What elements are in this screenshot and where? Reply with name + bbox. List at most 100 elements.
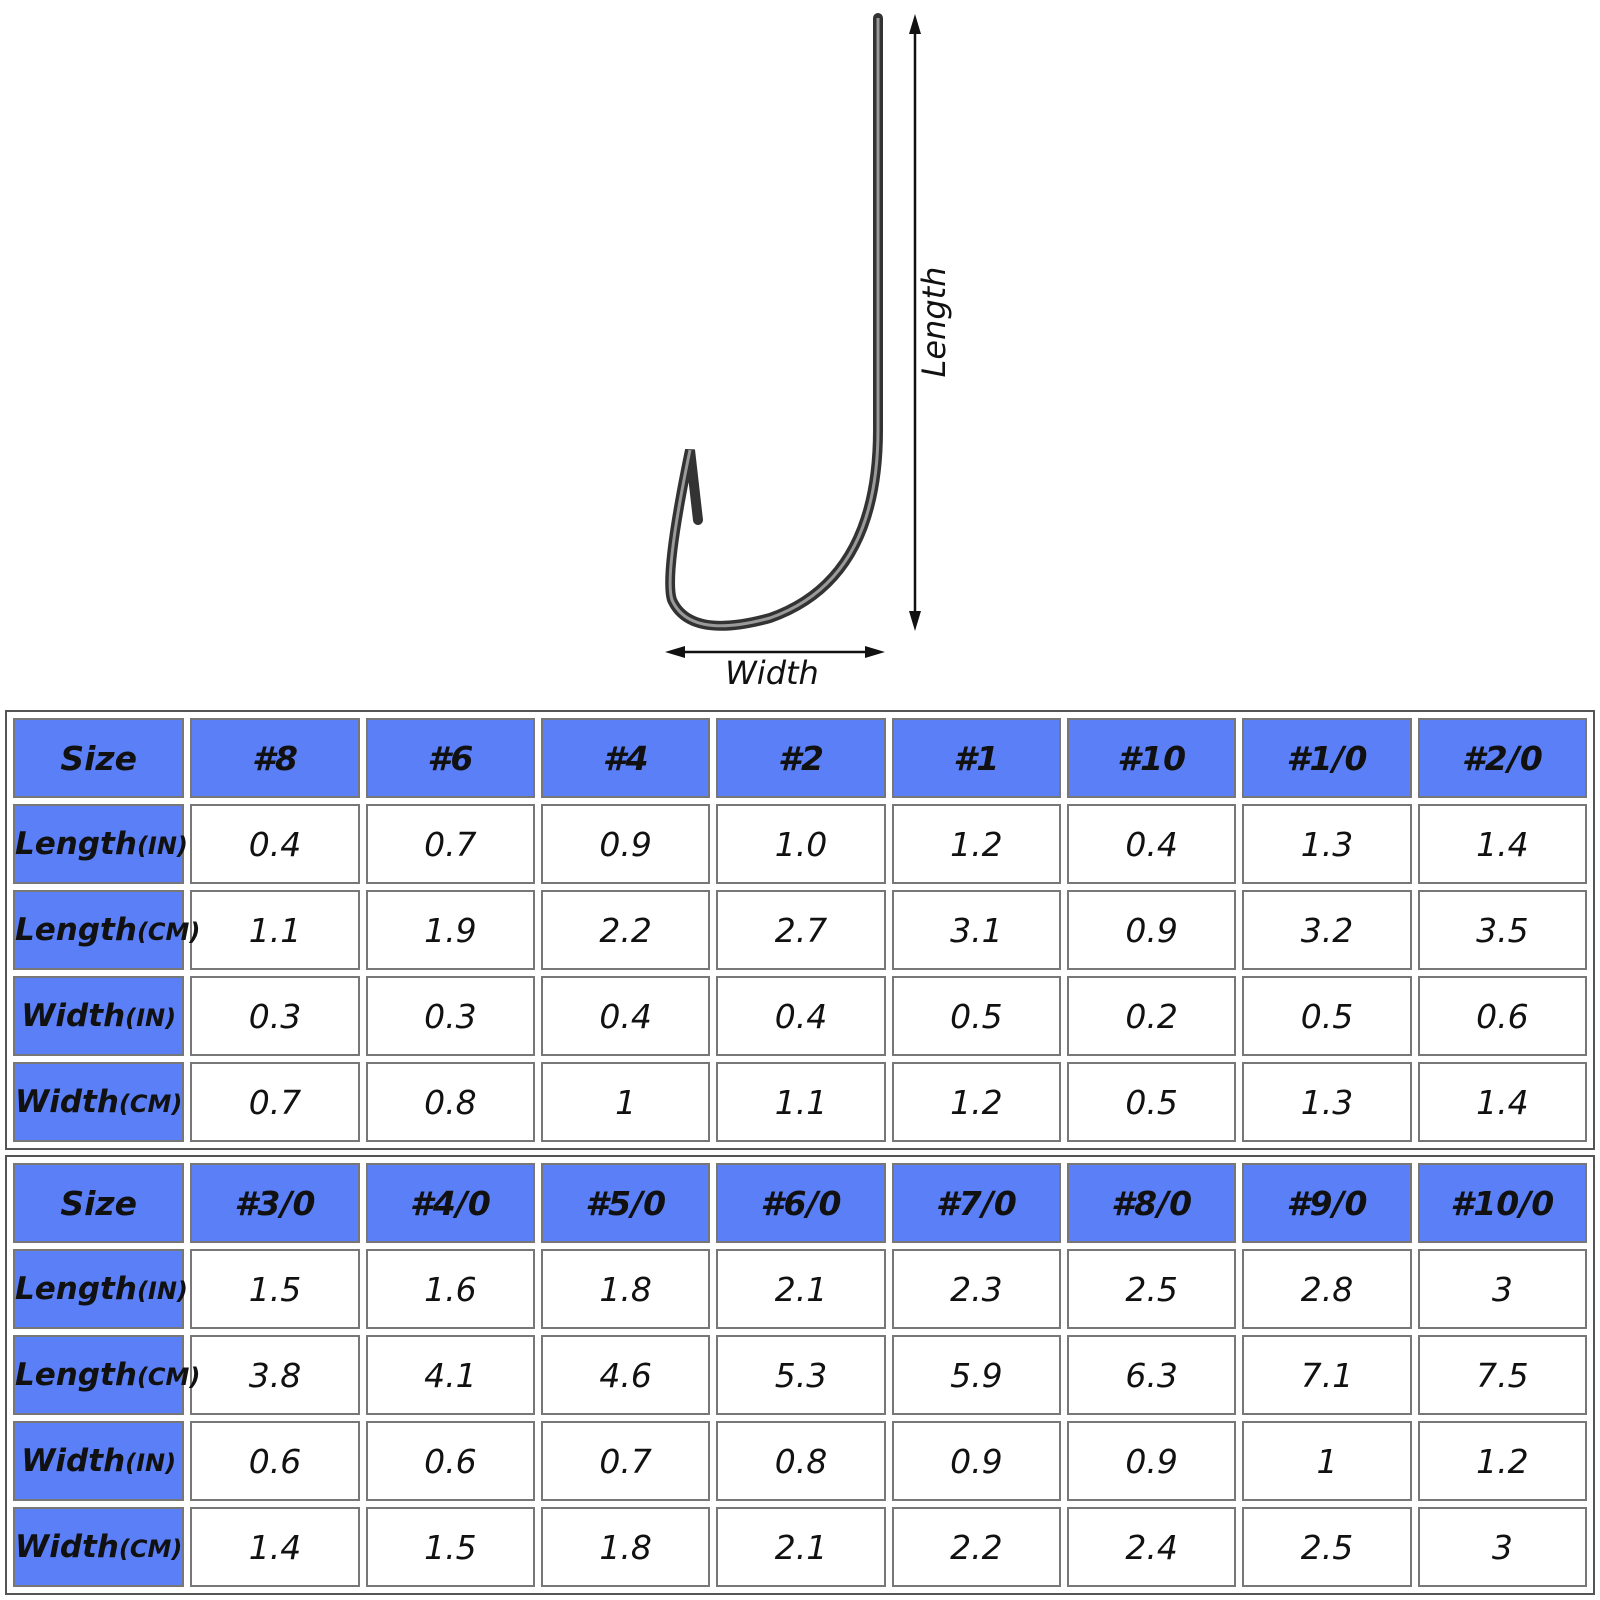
row-label-unit: (CM) bbox=[136, 1363, 201, 1391]
size-header: #2 bbox=[716, 718, 886, 798]
size-header: #4 bbox=[541, 718, 711, 798]
header-label: Size bbox=[13, 718, 185, 798]
cell: 2.4 bbox=[1066, 1507, 1237, 1587]
cell: 1.2 bbox=[891, 804, 1061, 884]
cell: 1.0 bbox=[716, 804, 886, 884]
header-row: Size #3/0 #4/0 #5/0 #6/0 #7/0 #8/0 #9/0 #10/0 bbox=[13, 1163, 1587, 1243]
cell: 0.5 bbox=[1242, 976, 1412, 1056]
cell: 0.9 bbox=[891, 1421, 1061, 1501]
size-header: #3/0 bbox=[190, 1163, 360, 1243]
row-label: Length(IN) bbox=[13, 804, 188, 884]
row-label-name: Width bbox=[15, 1084, 119, 1120]
header-label: Size bbox=[13, 1163, 185, 1243]
cell: 0.4 bbox=[541, 976, 711, 1056]
row-label: Length(CM) bbox=[13, 1335, 200, 1415]
size-header: #6/0 bbox=[716, 1163, 886, 1243]
row-label: Length(CM) bbox=[13, 890, 200, 970]
size-header: #5/0 bbox=[541, 1163, 711, 1243]
cell: 0.7 bbox=[190, 1062, 360, 1142]
cell: 6.3 bbox=[1066, 1335, 1237, 1415]
data-row: Width(CM) 0.7 0.8 1 1.1 1.2 0.5 1.3 1.4 bbox=[13, 1062, 1587, 1142]
data-row: Width(IN) 0.3 0.3 0.4 0.4 0.5 0.2 0.5 0.6 bbox=[13, 976, 1587, 1056]
cell: 3.8 bbox=[190, 1335, 360, 1415]
cell: 1.5 bbox=[190, 1249, 360, 1329]
row-label-name: Length bbox=[15, 1357, 137, 1393]
row-label-unit: (IN) bbox=[136, 832, 188, 860]
cell: 0.3 bbox=[190, 976, 360, 1056]
row-label-unit: (CM) bbox=[136, 918, 201, 946]
hook-diagram: Length Width bbox=[665, 13, 953, 692]
cell: 1.3 bbox=[1242, 804, 1412, 884]
cell: 1.4 bbox=[1417, 804, 1587, 884]
size-header: #10/0 bbox=[1417, 1163, 1587, 1243]
row-label-name: Width bbox=[21, 1443, 126, 1479]
cell: 2.2 bbox=[891, 1507, 1061, 1587]
cell: 7.1 bbox=[1242, 1335, 1412, 1415]
data-row: Width(IN) 0.6 0.6 0.7 0.8 0.9 0.9 1 1.2 bbox=[13, 1421, 1587, 1501]
cell: 1.9 bbox=[365, 890, 535, 970]
cell: 3 bbox=[1417, 1507, 1587, 1587]
size-header: #10 bbox=[1066, 718, 1237, 798]
cell: 0.4 bbox=[190, 804, 360, 884]
row-label-unit: (CM) bbox=[118, 1535, 183, 1563]
row-label: Width(CM) bbox=[13, 1062, 185, 1142]
size-table: Size #8 #6 #4 #2 #1 #10 #1/0 #2/0 Length(IN) 0.4 0.… bbox=[5, 710, 1595, 1150]
cell: 0.6 bbox=[1417, 976, 1587, 1056]
row-label-name: Length bbox=[15, 826, 137, 862]
row-label-name: Length bbox=[15, 912, 137, 948]
row-label-unit: (CM) bbox=[118, 1090, 183, 1118]
cell: 0.9 bbox=[1066, 890, 1237, 970]
cell: 3.1 bbox=[891, 890, 1061, 970]
size-header: #8/0 bbox=[1066, 1163, 1237, 1243]
cell: 2.5 bbox=[1242, 1507, 1412, 1587]
cell: 2.8 bbox=[1242, 1249, 1412, 1329]
cell: 3.5 bbox=[1417, 890, 1587, 970]
row-label-unit: (IN) bbox=[136, 1277, 188, 1305]
cell: 0.4 bbox=[1066, 804, 1237, 884]
size-header: #1/0 bbox=[1242, 718, 1412, 798]
row-label: Width(CM) bbox=[13, 1507, 185, 1587]
cell: 2.3 bbox=[891, 1249, 1061, 1329]
cell: 1 bbox=[541, 1062, 711, 1142]
cell: 1.6 bbox=[365, 1249, 535, 1329]
cell: 0.5 bbox=[1066, 1062, 1237, 1142]
data-row: Length(CM) 3.8 4.1 4.6 5.3 5.9 6.3 7.1 7.5 bbox=[13, 1335, 1587, 1415]
cell: 7.5 bbox=[1417, 1335, 1587, 1415]
cell: 0.7 bbox=[541, 1421, 711, 1501]
hook bbox=[665, 13, 883, 631]
row-label: Width(IN) bbox=[13, 976, 185, 1056]
cell: 1.8 bbox=[541, 1249, 711, 1329]
cell: 1.1 bbox=[190, 890, 360, 970]
width-label: Width bbox=[725, 654, 819, 692]
cell: 0.8 bbox=[716, 1421, 886, 1501]
cell: 0.2 bbox=[1066, 976, 1237, 1056]
row-label: Length(IN) bbox=[13, 1249, 188, 1329]
cell: 1 bbox=[1242, 1421, 1412, 1501]
cell: 0.3 bbox=[365, 976, 535, 1056]
row-label-unit: (IN) bbox=[125, 1449, 177, 1477]
data-row: Width(CM) 1.4 1.5 1.8 2.1 2.2 2.4 2.5 3 bbox=[13, 1507, 1587, 1587]
cell: 5.9 bbox=[891, 1335, 1061, 1415]
cell: 0.6 bbox=[365, 1421, 535, 1501]
cell: 0.9 bbox=[1066, 1421, 1237, 1501]
size-table: Size #3/0 #4/0 #5/0 #6/0 #7/0 #8/0 #9/0 #10/0 Len… bbox=[5, 1155, 1595, 1595]
cell: 0.9 bbox=[541, 804, 711, 884]
cell: 2.5 bbox=[1066, 1249, 1237, 1329]
cell: 2.2 bbox=[541, 890, 711, 970]
row-label: Width(IN) bbox=[13, 1421, 185, 1501]
row-label-unit: (IN) bbox=[125, 1004, 177, 1032]
size-header: #1 bbox=[891, 718, 1061, 798]
size-header: #2/0 bbox=[1417, 718, 1587, 798]
cell: 1.4 bbox=[190, 1507, 360, 1587]
cell: 5.3 bbox=[716, 1335, 886, 1415]
cell: 0.7 bbox=[365, 804, 535, 884]
size-header: #8 bbox=[190, 718, 360, 798]
cell: 2.1 bbox=[716, 1249, 886, 1329]
cell: 1.2 bbox=[1417, 1421, 1587, 1501]
cell: 2.7 bbox=[716, 890, 886, 970]
cell: 1.4 bbox=[1417, 1062, 1587, 1142]
cell: 3.2 bbox=[1242, 890, 1412, 970]
size-header: #7/0 bbox=[891, 1163, 1061, 1243]
cell: 2.1 bbox=[716, 1507, 886, 1587]
